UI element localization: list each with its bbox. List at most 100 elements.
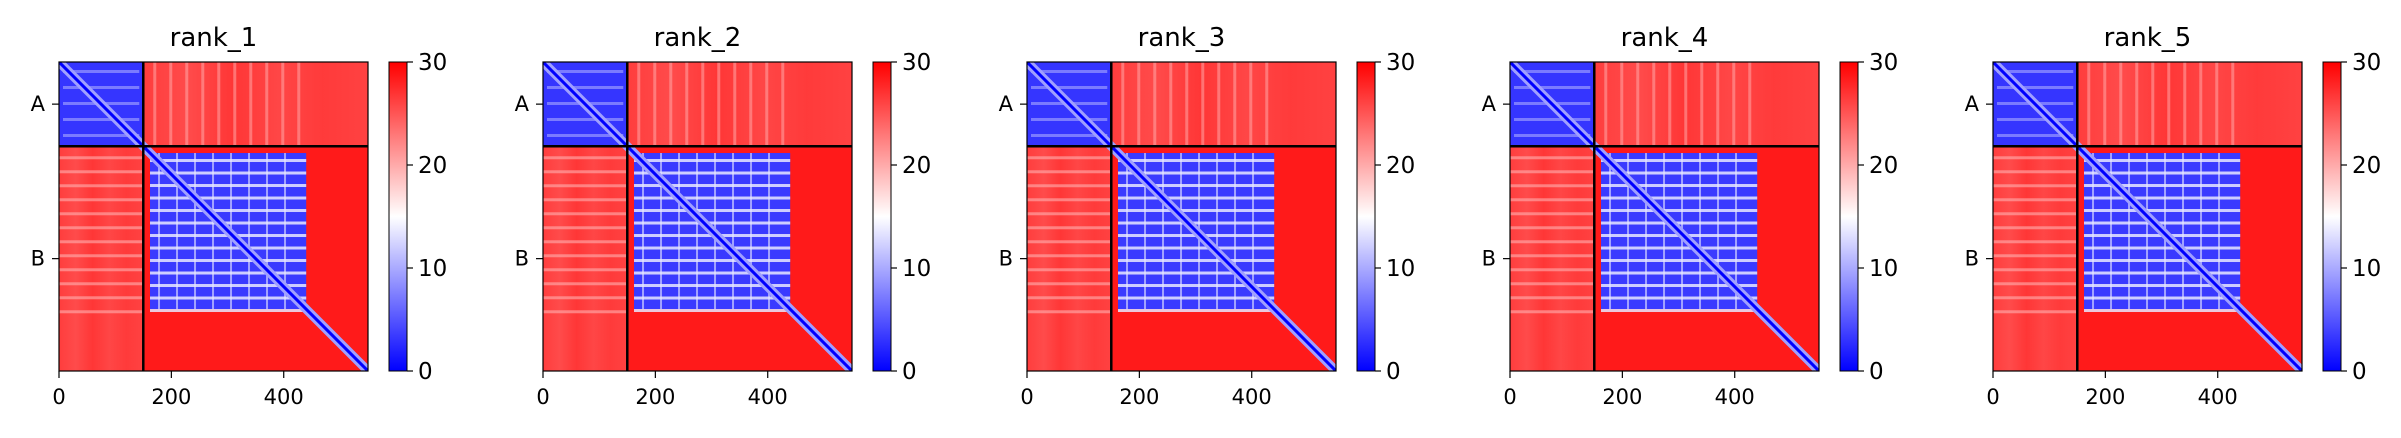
block-BA-stripe [543,296,628,300]
block-BB-stripe [2084,259,2241,263]
x-tick-label: 0 [52,385,65,409]
block-BB-stripe [1645,153,1648,310]
block-BB-stripe [634,296,791,300]
colorbar-tick-label: 10 [418,256,447,282]
axes-frame [1992,61,2303,372]
block-AB-stripe [2103,62,2107,147]
block-BB-stripe [634,159,791,163]
block-BB-stripe [634,309,791,313]
block-AB-stripe [2199,62,2203,147]
colorbar: 0 10 20 30 [388,50,447,385]
block-BB-stripe [1601,296,1758,300]
block-AB [1594,62,1819,147]
block-BA-stripe [1027,184,1112,188]
block-BB-stripe [1252,153,1255,310]
block-AB-stripe [1700,62,1704,147]
colorbar-tick-label: 30 [1869,50,1898,76]
block-AB-stripe [653,62,657,147]
block-BA-stripe [1510,268,1595,272]
y-tick-label: A [31,92,46,116]
block-AA-stripe [1997,134,2074,137]
block-AB-stripe [685,62,689,147]
block-AB-stripe [749,62,753,147]
block-BA-stripe [59,282,144,286]
block-BA-stripe [59,310,144,314]
block-AB-stripe [1620,62,1624,147]
heatmap-matrix [1027,62,1336,371]
block-AA-stripe [1514,134,1591,137]
y-tick-label: A [1965,92,1980,116]
block-BB-stripe [150,171,307,175]
panel-title: rank_4 [1621,23,1709,53]
block-BB-stripe [1717,153,1720,310]
block-BB-stripe [1601,196,1758,200]
block-BA-stripe [59,226,144,230]
block-AB-stripe [701,62,705,147]
block-BB-stripe [750,153,753,310]
block-AA-stripe [1514,86,1591,89]
block-BA-stripe [1993,156,2078,160]
block-BB-stripe [176,153,179,310]
block-AB-stripe [297,62,301,147]
block-AA-stripe [547,70,624,73]
block-AA-stripe [1997,86,2074,89]
block-AA-stripe [1514,70,1591,73]
block-AB-stripe [1249,62,1253,147]
axes-frame [58,61,369,372]
block-BB-stripe [1118,159,1275,163]
colorbar-tick-label: 20 [902,153,931,179]
block-BB-stripe [1118,209,1275,213]
block-BA-stripe [59,156,144,160]
block-BA-stripe [543,170,628,174]
x-tick-label: 400 [1232,385,1272,409]
colorbar-tick-label: 30 [418,50,447,76]
block-BB-stripe [1601,221,1758,225]
block-BB-stripe [1216,153,1219,310]
heatmap-matrix [59,62,368,371]
block-BA-stripe [1027,268,1112,272]
heatmap-panel-4: rank_4 0 200 400 A B 0 10 20 30 [1482,23,1899,409]
block-AA-stripe [547,86,624,89]
block-BB-stripe [150,196,307,200]
block-AB-stripe [2215,62,2219,147]
block-BA-stripe [543,212,628,216]
block-BB-stripe [660,153,663,310]
block-BB-stripe [2218,153,2221,310]
block-BB-stripe [150,209,307,213]
heatmap-matrix [1993,62,2302,371]
block-BB-stripe [2084,284,2241,288]
block-AB-stripe [1185,62,1189,147]
block-BA-stripe [1027,254,1112,258]
block-BB-stripe [150,259,307,263]
x-tick-label: 200 [151,385,191,409]
block-BB-stripe [2084,221,2241,225]
x-tick-label: 400 [264,385,304,409]
panel-title: rank_5 [2104,23,2192,53]
block-BB-stripe [634,184,791,188]
block-BB-stripe [1118,221,1275,225]
block-AB-stripe [153,62,157,147]
x-tick-label: 400 [1715,385,1755,409]
block-BB-stripe [2084,309,2241,313]
heatmap-panel-1: rank_1 0 200 400 A B 0 10 20 30 [31,23,448,409]
colorbar-gradient [872,61,892,372]
block-BB-stripe [1162,153,1165,310]
block-AB [627,62,852,147]
block-BB-stripe [150,246,307,250]
heatmap-panel-3: rank_3 0 200 400 A B 0 10 20 30 [999,23,1416,409]
block-BB-stripe [1601,284,1758,288]
block-BA-stripe [1510,212,1595,216]
block-BA-stripe [59,198,144,202]
block-BA-stripe [59,254,144,258]
heatmap-matrix [1510,62,1819,371]
block-BA-stripe [1510,184,1595,188]
block-BA-stripe [543,268,628,272]
block-AB-stripe [717,62,721,147]
y-tick-label: B [1965,247,1979,271]
block-BB-stripe [1699,153,1702,310]
block-BA-stripe [1993,170,2078,174]
colorbar-tick-label: 10 [1869,256,1898,282]
block-BB-stripe [212,153,215,310]
block-BB-stripe [2110,153,2113,310]
